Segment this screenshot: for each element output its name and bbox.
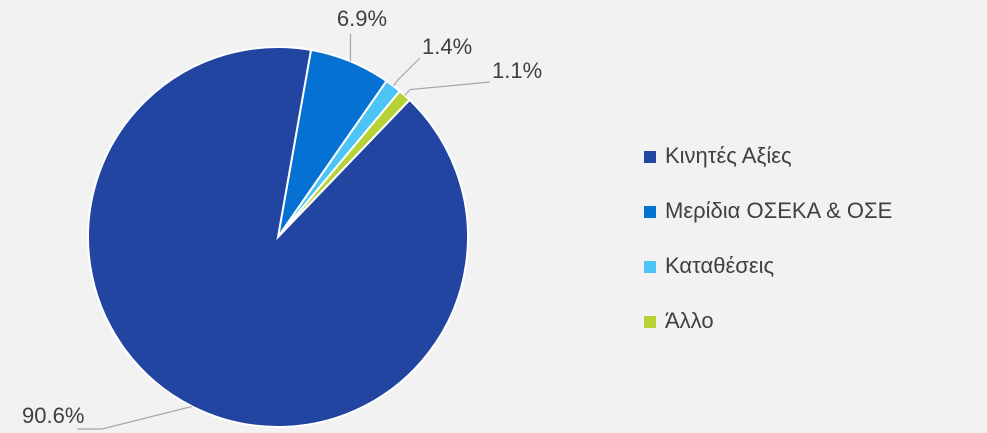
data-label: 1.4% (422, 34, 472, 59)
legend-label: Άλλο (665, 308, 714, 333)
data-label: 1.1% (492, 58, 542, 83)
legend-label: Καταθέσεις (665, 253, 774, 278)
data-label: 90.6% (22, 403, 84, 428)
legend-label: Κινητές Αξίες (665, 143, 792, 168)
legend-swatch (644, 206, 656, 218)
leader-line (404, 81, 491, 96)
legend-label: Μερίδια ΟΣΕΚΑ & ΟΣΕ (665, 198, 892, 223)
legend-swatch (644, 316, 656, 328)
leader-line (392, 57, 421, 87)
pie-slice (87, 46, 469, 428)
legend-swatch (644, 261, 656, 273)
data-label: 6.9% (337, 6, 387, 31)
leader-line (77, 405, 193, 430)
legend-swatch (644, 151, 656, 163)
